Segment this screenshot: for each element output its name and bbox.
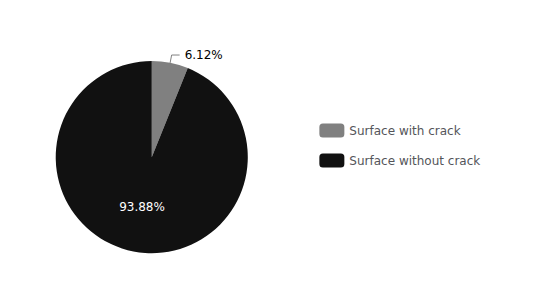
svg-text:Surface without crack: Surface without crack (349, 154, 480, 168)
svg-text:6.12%: 6.12% (185, 48, 223, 62)
svg-text:93.88%: 93.88% (119, 200, 165, 214)
svg-text:Surface with crack: Surface with crack (349, 124, 460, 138)
